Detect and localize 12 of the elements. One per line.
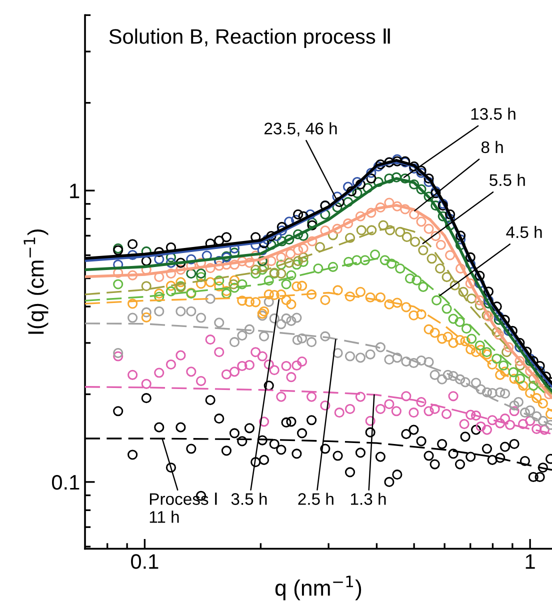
- annotation: 8 h: [481, 140, 503, 154]
- x-axis-title: q (nm$^{−1}$): [275, 576, 362, 600]
- annotation: 4.5 h: [506, 226, 542, 238]
- annotation: 23.5, 46 h: [264, 122, 337, 136]
- annotation: 1.3 h: [351, 492, 386, 505]
- annotation: 2.5 h: [298, 492, 334, 505]
- y-axis-title: I(q) (cm$^{−1}$): [24, 230, 48, 334]
- text: Solution B, Reaction process Ⅱ: [109, 28, 390, 48]
- annotation: 3.5 h: [231, 492, 267, 505]
- annotation: 13.5 h: [471, 108, 516, 120]
- annotation: Process Ⅰ 11 h: [150, 492, 217, 523]
- annotation: 5.5 h: [490, 174, 525, 186]
